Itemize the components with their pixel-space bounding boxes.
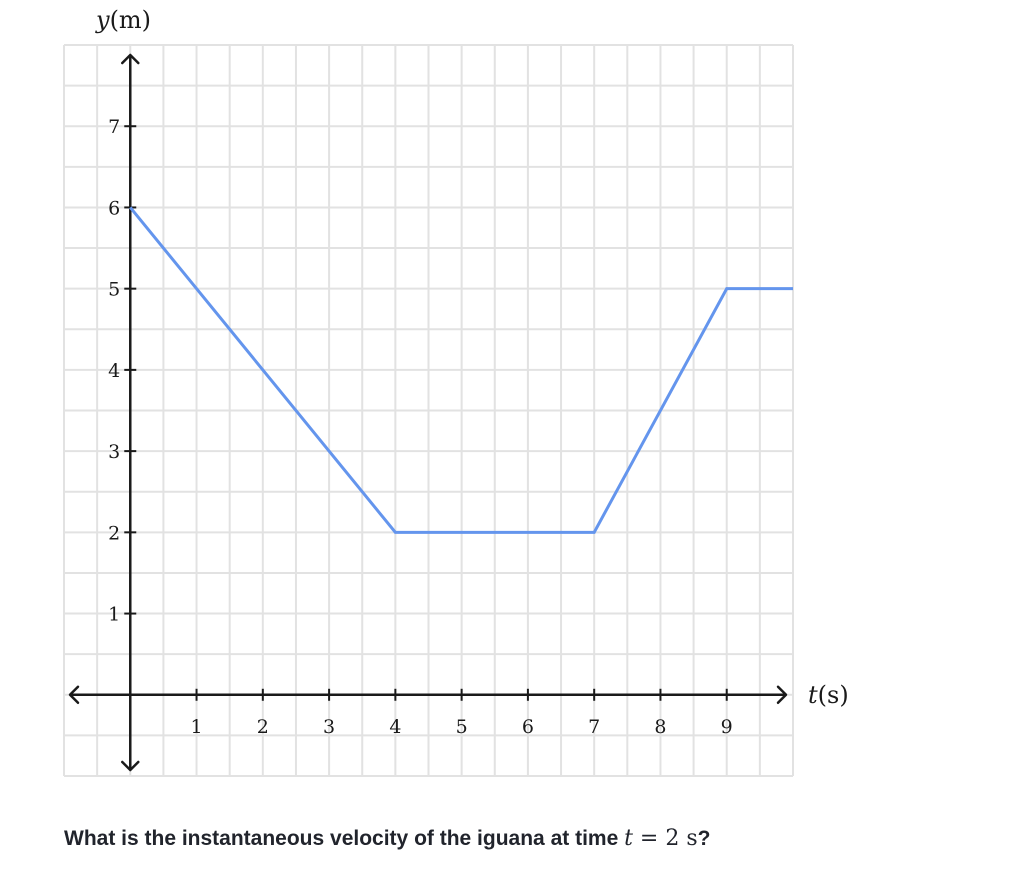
- tick-labels: 1 2 3 4 5 6 7 8 9 1 2 3 4 5 6 7: [108, 116, 733, 738]
- y-tick-label: 2: [108, 522, 120, 544]
- x-axis-right-arrow-icon: [776, 685, 788, 705]
- x-tick-label: 1: [190, 716, 202, 738]
- axes: [68, 53, 788, 772]
- y-tick-label: 7: [108, 116, 120, 138]
- y-tick-label: 1: [108, 604, 120, 626]
- y-axis-down-arrow-icon: [121, 760, 140, 772]
- y-tick-label: 5: [108, 279, 120, 301]
- y-axis-up-arrow-icon: [121, 53, 140, 65]
- x-tick-label: 4: [389, 716, 401, 738]
- x-tick-label: 9: [721, 716, 733, 738]
- x-tick-label: 8: [654, 716, 666, 738]
- y-tick-label: 3: [108, 441, 120, 463]
- question-text: What is the instantaneous velocity of th…: [64, 826, 711, 851]
- x-axis-left-arrow-icon: [68, 685, 80, 705]
- y-axis-label: y(m): [95, 6, 151, 34]
- x-axis-label: t(s): [808, 681, 849, 709]
- data-series: [129, 206, 793, 534]
- y-tick-label: 6: [108, 197, 120, 219]
- question-math: t = 2 s: [624, 826, 698, 851]
- x-tick-label: 7: [588, 716, 600, 738]
- x-tick-label: 5: [456, 716, 468, 738]
- position-series-line: [129, 206, 793, 534]
- x-tick-label: 2: [257, 716, 269, 738]
- x-tick-label: 6: [522, 716, 534, 738]
- position-time-graph: 1 2 3 4 5 6 7 8 9 1 2 3 4 5 6 7 y(m) t(s): [63, 6, 849, 777]
- grid: [63, 44, 794, 777]
- y-tick-label: 4: [108, 360, 120, 382]
- x-tick-label: 3: [323, 716, 335, 738]
- tick-marks: [124, 125, 728, 701]
